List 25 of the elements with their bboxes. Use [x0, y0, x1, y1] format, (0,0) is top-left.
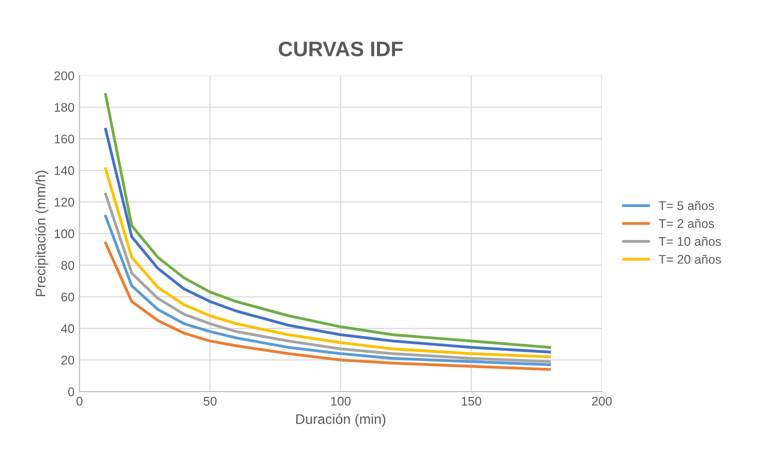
y-axis-title: Precipitación (mm/h): [35, 170, 48, 296]
legend-label: T= 2 años: [658, 218, 714, 228]
y-tick-label: 100: [54, 229, 74, 238]
y-tick-label: 80: [61, 260, 74, 270]
y-tick-label: 200: [54, 71, 74, 80]
x-tick-label: 150: [462, 396, 482, 406]
y-tick-label: 140: [54, 166, 74, 176]
legend-label: T= 10 años: [658, 236, 721, 246]
y-tick-label: 160: [54, 134, 74, 144]
x-tick-label: 100: [331, 396, 351, 406]
y-tick-label: 120: [54, 198, 74, 207]
y-tick-label: 60: [61, 292, 74, 302]
x-tick-label: 50: [204, 396, 217, 406]
x-tick-label: 200: [592, 396, 612, 406]
x-tick-label: 0: [76, 396, 82, 406]
line-series: [104, 242, 551, 371]
y-tick-label: 0: [68, 387, 74, 396]
y-tick-label: 40: [61, 324, 74, 334]
legend-label: T= 20 años: [658, 254, 721, 264]
legend-label: T= 5 años: [658, 200, 714, 210]
line-series: [104, 167, 551, 358]
x-axis-title: Duración (min): [296, 414, 386, 427]
chart-title: CURVAS IDF: [278, 42, 403, 56]
y-tick-label: 180: [54, 102, 74, 112]
y-tick-label: 20: [61, 356, 74, 365]
